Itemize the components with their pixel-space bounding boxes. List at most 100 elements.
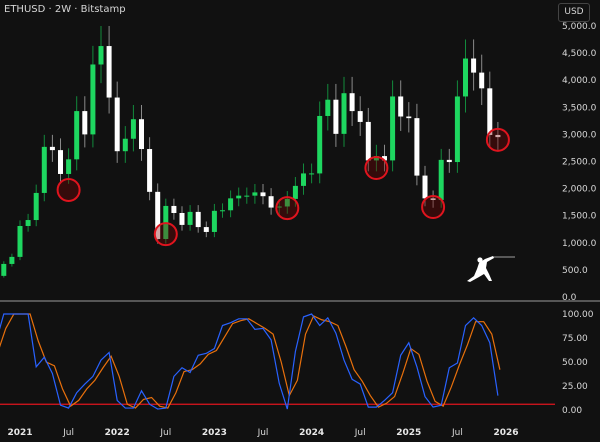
stoch-tick-label: 0.00: [562, 406, 582, 416]
stoch-k-line: [0, 313, 499, 410]
time-tick-label: Jul: [354, 428, 366, 438]
candle-body: [260, 192, 266, 197]
candle: [220, 203, 225, 218]
candle: [260, 184, 266, 205]
candle-body: [284, 198, 290, 207]
candle-body: [454, 96, 460, 163]
candle: [155, 183, 161, 244]
price-tick-label: 2,500.0: [562, 158, 597, 168]
candle: [284, 191, 290, 214]
candle-body: [66, 159, 72, 174]
time-tick-label: Jul: [451, 428, 463, 438]
candle: [487, 71, 493, 148]
candle: [147, 137, 153, 201]
candle-body: [98, 46, 104, 65]
highlight-circle: [56, 177, 81, 202]
stoch-rsi-pane: [0, 313, 555, 410]
price-tick-label: 3,500.0: [562, 103, 597, 113]
stoch-tick-label: 25.00: [562, 382, 588, 392]
candle: [333, 83, 339, 147]
candle: [211, 203, 217, 238]
candle-body: [147, 149, 153, 192]
stoch-tick-label: 100.00: [562, 310, 594, 320]
stoch-rsi-axis: 0.00 25.00 50.00 75.00 100.00: [562, 310, 594, 416]
candle-body: [106, 46, 112, 98]
candle-body: [463, 58, 468, 97]
stoch-tick-label: 75.00: [562, 334, 588, 344]
candle: [309, 163, 315, 184]
candle-body: [292, 185, 298, 199]
candle: [139, 105, 144, 161]
candle: [463, 39, 468, 113]
candle-body: [373, 156, 379, 161]
candle: [90, 45, 96, 148]
stoch-tick-label: 50.00: [562, 358, 588, 368]
candle-body: [90, 64, 96, 135]
candle-body: [446, 159, 452, 163]
time-axis: 2021 Jul 2022 Jul 2023 Jul 2024 Jul 2025 Jul 2026: [7, 428, 518, 438]
candle: [187, 205, 193, 231]
price-tick-label: 500.0: [562, 266, 588, 276]
candle: [236, 187, 242, 207]
candle-body: [276, 206, 282, 208]
candle-body: [357, 111, 363, 122]
candle-body: [9, 256, 15, 264]
candle-body: [33, 192, 39, 221]
highlight-circles: [56, 127, 510, 247]
candle: [58, 138, 63, 184]
candle: [471, 39, 477, 91]
candle-body: [130, 119, 136, 139]
candle: [454, 80, 460, 173]
price-tick-label: 4,000.0: [562, 76, 597, 86]
candle-body: [58, 150, 63, 174]
highlight-circle: [275, 196, 300, 221]
candle: [390, 80, 396, 172]
candle: [130, 105, 136, 152]
candle-body: [301, 173, 306, 186]
candle-body: [220, 210, 225, 212]
candle-body: [82, 111, 88, 135]
candle-body: [471, 58, 477, 73]
price-axis: 0.0 500.0 1,000.0 1,500.0 2,000.0 2,500.0 3,00…: [562, 22, 597, 303]
candle: [398, 80, 404, 131]
candle: [382, 144, 387, 172]
candle: [49, 134, 55, 162]
candle: [301, 163, 306, 195]
candle: [430, 190, 436, 208]
candle-body: [171, 205, 177, 213]
candle: [82, 96, 88, 148]
candle-body: [1, 263, 7, 276]
candle-body: [438, 159, 444, 200]
candle-body: [365, 121, 371, 161]
price-tick-label: 3,000.0: [562, 130, 597, 140]
candle: [341, 76, 347, 147]
candle: [179, 206, 185, 231]
candle-body: [244, 195, 250, 197]
candle: [98, 25, 104, 84]
candle-body: [187, 211, 193, 225]
candle-body: [325, 99, 331, 116]
time-tick-label: 2023: [202, 428, 227, 438]
currency-button[interactable]: USD: [558, 3, 590, 22]
candle: [479, 54, 485, 106]
candle: [357, 96, 363, 136]
candle-body: [398, 96, 404, 117]
candle-body: [341, 93, 347, 134]
candle-body: [317, 115, 323, 174]
candle-body: [139, 119, 144, 150]
candle-body: [122, 138, 128, 152]
candle: [74, 96, 80, 171]
time-tick-label: 2026: [493, 428, 518, 438]
fencer-icon: [467, 256, 515, 282]
candle-body: [309, 173, 315, 175]
candle: [17, 220, 23, 261]
candle: [317, 101, 323, 184]
candle-body: [25, 220, 31, 226]
candle-body: [430, 198, 436, 200]
highlight-circle: [153, 222, 178, 247]
candle-body: [390, 96, 396, 161]
time-tick-label: 2021: [7, 428, 32, 438]
candle: [122, 126, 128, 163]
candle-body: [228, 198, 234, 211]
